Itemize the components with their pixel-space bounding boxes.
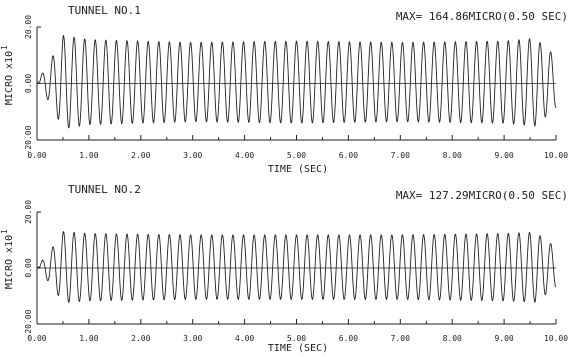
chart-1-xlabel: TIME (SEC)	[268, 164, 328, 175]
chart-2-ylabel: MICRO x10	[4, 235, 15, 289]
chart-1-ylabel: MICRO x10	[4, 51, 15, 105]
chart-panel-2: TUNNEL NO.2 MAX= 127.29MICRO(0.50 SEC) M…	[0, 179, 579, 357]
chart-2-series-line	[37, 231, 557, 304]
chart-1-xtick-label: 8.00	[443, 151, 462, 160]
chart-1-xtick-label: 7.00	[391, 151, 410, 160]
chart-2-xtick-label: 1.00	[79, 334, 98, 343]
chart-1-ytick-label: -20.00	[24, 125, 33, 154]
chart-1-ytick-label: 0.00	[24, 74, 33, 93]
chart-2-xtick-label: 2.00	[131, 334, 150, 343]
chart-2-xtick-label: 7.00	[391, 334, 410, 343]
chart-1-xtick-label: 0.00	[27, 151, 46, 160]
chart-2-xtick-label: 10.00	[544, 334, 568, 343]
chart-1-xtick-label: 5.00	[287, 151, 306, 160]
chart-2-ytick-label: 0.00	[24, 258, 33, 277]
chart-2-ytick-label: -20.00	[24, 309, 33, 338]
chart-1-xtick-label: 9.00	[494, 151, 513, 160]
chart-1-svg: TUNNEL NO.1 MAX= 164.86MICRO(0.50 SEC) M…	[0, 4, 568, 175]
chart-2-xtick-label: 6.00	[339, 334, 358, 343]
chart-1-series-line	[37, 35, 557, 129]
chart-1-xtick-label: 10.00	[544, 151, 568, 160]
chart-1-title: TUNNEL NO.1	[68, 4, 141, 17]
chart-2-max-label: MAX= 127.29MICRO(0.50 SEC)	[396, 189, 568, 202]
chart-1-xtick-label: 6.00	[339, 151, 358, 160]
chart-2-xlabel: TIME (SEC)	[268, 343, 328, 354]
chart-1-ylabel-exponent: 1	[0, 45, 9, 50]
chart-2-title: TUNNEL NO.2	[68, 183, 141, 196]
chart-2-xtick-label: 9.00	[494, 334, 513, 343]
chart-1-ylabel-group: MICRO x10 1	[0, 45, 15, 105]
chart-1-xtick-label: 4.00	[235, 151, 254, 160]
chart-2-xtick-label: 8.00	[443, 334, 462, 343]
chart-2-xtick-label: 4.00	[235, 334, 254, 343]
chart-1-xtick-label: 1.00	[79, 151, 98, 160]
chart-1-max-label: MAX= 164.86MICRO(0.50 SEC)	[396, 10, 568, 23]
chart-1-xtick-label: 3.00	[183, 151, 202, 160]
chart-2-ylabel-exponent: 1	[0, 229, 9, 234]
chart-2-xtick-label: 0.00	[27, 334, 46, 343]
chart-2-ytick-label: 20.00	[24, 200, 33, 224]
chart-2-xtick-label: 5.00	[287, 334, 306, 343]
chart-1-xtick-label: 2.00	[131, 151, 150, 160]
chart-2-xtick-label: 3.00	[183, 334, 202, 343]
chart-2-ylabel-group: MICRO x10 1	[0, 229, 15, 289]
chart-2-svg: TUNNEL NO.2 MAX= 127.29MICRO(0.50 SEC) M…	[0, 183, 568, 354]
chart-panel-1: TUNNEL NO.1 MAX= 164.86MICRO(0.50 SEC) M…	[0, 0, 579, 178]
chart-1-ytick-label: 20.00	[24, 15, 33, 39]
